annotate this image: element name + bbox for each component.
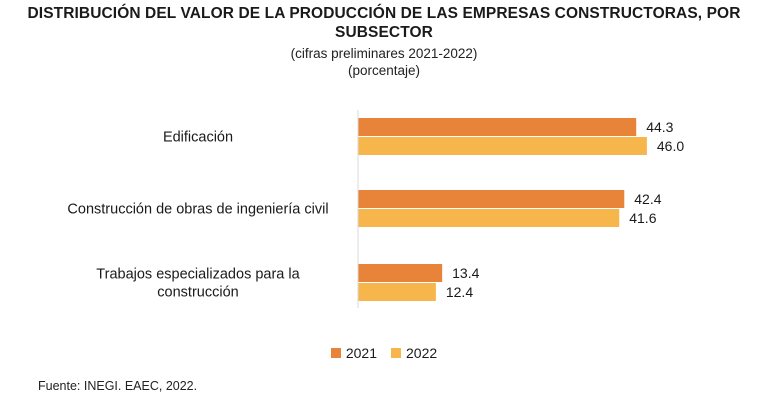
chart-title: DISTRIBUCIÓN DEL VALOR DE LA PRODUCCIÓN … [0,4,768,42]
data-label-2022-2: 12.4 [446,284,473,300]
legend-swatch-2021 [330,348,341,358]
legend-label-2021: 2021 [345,345,377,361]
category-label-2-line1: construcción [157,285,238,301]
chart-subtitle-line1: (cifras preliminares 2021-2022) [290,46,478,61]
category-label-2-line0: Trabajos especializados para la [96,267,300,283]
data-label-2021-0: 44.3 [646,119,673,135]
category-label-0-line0: Edificación [163,130,233,146]
source-note: Fuente: INEGI. EAEC, 2022. [38,379,198,393]
bar-2021-1 [358,190,625,208]
bar-chart: Edificación 44.3 46.0 Construcción de obras… [67,110,684,308]
data-label-2021-1: 42.4 [634,191,661,207]
data-label-2021-2: 13.4 [452,265,479,281]
bar-2022-1 [358,209,620,227]
chart-title-line2: SUBSECTOR [335,24,433,41]
legend-item-2021: 2021 [330,345,377,361]
data-label-2022-1: 41.6 [629,210,656,226]
legend-item-2022: 2022 [391,345,437,361]
category-label-1-line0: Construcción de obras de ingeniería civi… [67,202,328,218]
legend-swatch-2022 [391,348,401,358]
bar-2022-2 [358,283,436,301]
bar-2022-0 [358,137,647,155]
data-label-2022-0: 46.0 [657,138,684,154]
chart-subtitle-line2: (porcentaje) [347,63,421,78]
chart-subtitle: (cifras preliminares 2021-2022) (porcent… [0,45,768,79]
chart-title-line1: DISTRIBUCIÓN DEL VALOR DE LA PRODUCCIÓN … [27,5,741,22]
bar-2021-0 [358,118,637,136]
legend-label-2022: 2022 [406,345,438,361]
bar-2021-2 [358,264,443,282]
chart-legend: 2021 2022 [0,345,768,361]
